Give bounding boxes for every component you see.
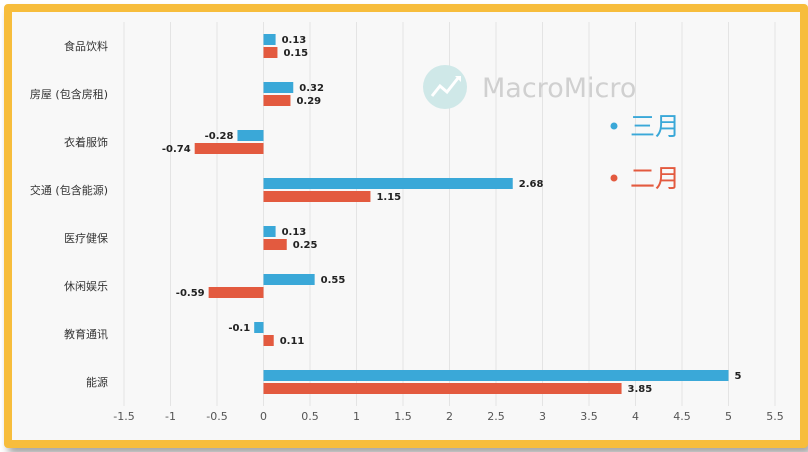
x-tick-label: 4.5	[673, 410, 691, 423]
x-tick-label: 1.5	[394, 410, 412, 423]
x-tick-labels: -1.5 -1 -0.5 0 0.5 1 1.5 2 2.5 3 3.5 4 4.5 5 5.5	[113, 410, 783, 423]
data-label: 5	[735, 371, 742, 382]
bar	[263, 34, 276, 45]
category-label: 能源	[86, 375, 108, 389]
bar	[263, 335, 274, 346]
bar	[263, 226, 276, 237]
bar	[263, 95, 291, 106]
x-tick-label: -1.5	[113, 410, 134, 423]
data-label: 0.29	[296, 96, 321, 107]
data-label: 0.55	[321, 275, 346, 286]
bar	[263, 274, 315, 285]
data-label: 1.15	[376, 192, 401, 203]
bar	[194, 143, 264, 154]
data-label: -0.74	[162, 144, 191, 155]
x-tick-label: 5	[725, 410, 732, 423]
watermark: MacroMicro	[423, 65, 636, 109]
data-label: 0.13	[282, 35, 307, 46]
data-label: 0.32	[299, 83, 324, 94]
bar	[263, 239, 287, 250]
category-label: 医疗健保	[64, 231, 108, 245]
bar	[254, 322, 264, 333]
x-tick-label: 4	[632, 410, 639, 423]
bar	[263, 370, 729, 381]
data-label: -0.1	[228, 323, 250, 334]
x-tick-label: 3.5	[580, 410, 598, 423]
watermark-brand-text: MacroMicro	[482, 73, 636, 104]
gridlines	[123, 22, 776, 406]
data-label: 0.25	[293, 240, 318, 251]
data-label: -0.28	[205, 131, 234, 142]
category-label: 房屋 (包含房租)	[30, 87, 108, 101]
data-label: 2.68	[519, 179, 544, 190]
legend-marker	[610, 174, 618, 182]
x-tick-label: 0	[260, 410, 267, 423]
legend-label: 三月	[630, 112, 680, 141]
x-tick-label: 0.5	[301, 410, 319, 423]
legend-marker	[610, 122, 618, 130]
category-label: 教育通讯	[64, 327, 108, 341]
bar	[263, 383, 622, 394]
category-label: 交通 (包含能源)	[30, 183, 108, 197]
bars	[194, 34, 729, 394]
x-tick-label: -1	[165, 410, 176, 423]
data-label: -0.59	[176, 288, 205, 299]
category-label: 食品饮料	[64, 39, 108, 53]
data-label: 3.85	[628, 384, 653, 395]
category-label: 休闲娱乐	[64, 279, 108, 293]
legend-label: 二月	[630, 164, 680, 193]
bar	[208, 287, 264, 298]
macromicro-logo-icon	[423, 65, 467, 109]
bar	[263, 82, 294, 93]
value-labels: 0.13 0.15 0.32 0.29 -0.28 -0.74 2.68 1.15 0.13 0.…	[162, 35, 742, 395]
bar	[263, 178, 513, 189]
data-label: 0.11	[280, 336, 305, 347]
x-tick-label: 2.5	[487, 410, 505, 423]
x-tick-label: -0.5	[206, 410, 227, 423]
data-label: 0.15	[283, 48, 308, 59]
x-tick-label: 2	[446, 410, 453, 423]
bar	[237, 130, 264, 141]
bar	[263, 47, 278, 58]
x-tick-label: 5.5	[766, 410, 784, 423]
x-tick-label: 1	[353, 410, 360, 423]
bar	[263, 191, 371, 202]
data-label: 0.13	[282, 227, 307, 238]
x-tick-label: 3	[539, 410, 546, 423]
category-label: 衣着服饰	[64, 135, 108, 149]
